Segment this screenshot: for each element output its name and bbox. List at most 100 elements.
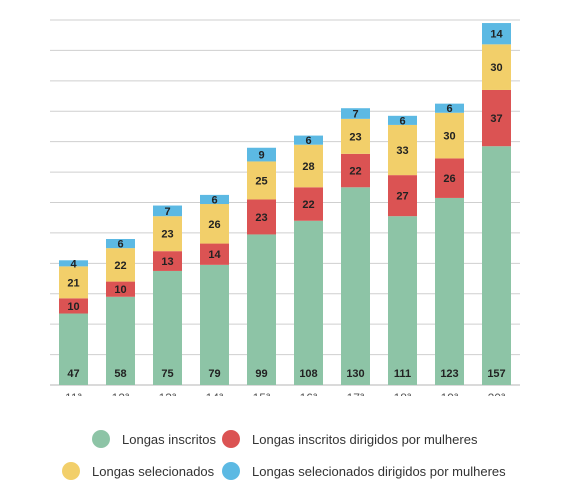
data-label-3-1: 6 (117, 239, 123, 251)
bar-segment-0-9 (482, 146, 511, 385)
bar-segment-2-7 (388, 124, 417, 176)
data-label-1-1: 10 (114, 284, 126, 296)
bar-segment-3-3 (200, 194, 229, 205)
bar-segment-1-4 (247, 199, 276, 235)
bar-segment-1-9 (482, 89, 511, 147)
bar-segment-0-1 (106, 296, 135, 385)
bar-segment-2-6 (341, 118, 370, 154)
x-tick-label: 16ª (300, 391, 318, 396)
bar-segment-1-0 (59, 298, 88, 314)
data-label-3-7: 6 (399, 115, 405, 127)
data-label-1-6: 22 (349, 166, 361, 178)
data-label-0-7: 111 (394, 368, 411, 380)
legend-label-longas-selecionados: Longas selecionados (92, 463, 215, 479)
x-tick-label: 19ª (441, 391, 459, 396)
x-tick-label: 18ª (394, 391, 412, 396)
data-label-0-2: 75 (161, 368, 173, 380)
data-label-1-9: 37 (490, 113, 502, 125)
bar-segment-2-2 (153, 216, 182, 252)
bar-segment-2-8 (435, 112, 464, 159)
bar-segment-1-3 (200, 243, 229, 265)
data-label-1-4: 23 (255, 212, 267, 224)
bar-segment-0-6 (341, 187, 370, 385)
bars: 47 10 21 4 58 10 22 6 75 13 23 7 79 14 26 6 99 23 25 9 108 22… (59, 23, 511, 385)
legend-label-longas-inscritos-mulheres: Longas inscritos dirigidos por mulheres (252, 431, 478, 447)
data-label-0-9: 157 (487, 368, 505, 380)
data-label-1-8: 26 (443, 173, 455, 185)
bar-segment-2-5 (294, 144, 323, 188)
data-label-0-6: 130 (346, 368, 364, 380)
bar-segment-1-2 (153, 251, 182, 271)
bar-segment-1-7 (388, 175, 417, 217)
x-tick-label: 11ª (65, 391, 82, 396)
bar-segment-3-7 (388, 115, 417, 125)
data-label-3-5: 6 (305, 135, 311, 147)
data-label-0-5: 108 (299, 368, 317, 380)
legend-item-longas-inscritos-mulheres: Longas inscritos dirigidos por mulheres (222, 430, 477, 448)
legend-label-longas-selecionados-mulheres: Longas selecionados dirigidos por mulher… (252, 463, 506, 479)
data-label-2-4: 25 (255, 175, 267, 187)
bar-segment-3-1 (106, 239, 135, 249)
data-label-1-7: 27 (396, 191, 408, 203)
data-label-3-2: 7 (164, 206, 170, 218)
legend-item-longas-selecionados-mulheres: Longas selecionados dirigidos por mulher… (222, 462, 506, 480)
data-label-2-7: 33 (396, 145, 408, 157)
data-label-3-4: 9 (258, 150, 264, 162)
x-axis-ticks: 11ª 12ª 13ª 14ª 15ª 16ª 17ª 18ª 19ª 20ª (65, 391, 506, 396)
data-label-3-3: 6 (211, 194, 217, 206)
data-label-1-2: 13 (161, 256, 173, 268)
data-label-1-5: 22 (302, 199, 314, 211)
stacked-bar-chart: 47 10 21 4 58 10 22 6 75 13 23 7 79 14 26 6 99 23 25 9 108 22… (50, 19, 520, 396)
bar-segment-3-9 (482, 23, 511, 45)
legend-swatch-longas-inscritos-mulheres (222, 430, 240, 448)
bar-segment-3-0 (59, 260, 88, 267)
data-label-2-2: 23 (161, 229, 173, 241)
bar-segment-0-4 (247, 234, 276, 385)
data-label-2-9: 30 (490, 62, 502, 74)
data-label-2-6: 23 (349, 131, 361, 143)
data-label-3-8: 6 (446, 103, 452, 115)
legend-label-longas-inscritos: Longas inscritos (122, 431, 216, 447)
legend-swatch-longas-selecionados (62, 462, 80, 480)
bar-segment-3-2 (153, 205, 182, 217)
bar-segment-2-3 (200, 204, 229, 244)
bar-segment-1-5 (294, 187, 323, 221)
data-label-0-1: 58 (114, 368, 126, 380)
x-tick-label: 17ª (347, 391, 365, 396)
data-label-2-0: 21 (67, 277, 79, 289)
data-label-0-3: 79 (208, 368, 220, 380)
data-label-3-6: 7 (352, 109, 358, 121)
legend-item-longas-selecionados: Longas selecionados (62, 462, 214, 480)
data-label-0-0: 47 (67, 368, 79, 380)
bar-segment-1-8 (435, 158, 464, 198)
data-label-1-3: 14 (208, 249, 221, 261)
bar-segment-0-8 (435, 197, 464, 385)
bar-segment-3-4 (247, 147, 276, 162)
bar-segment-2-0 (59, 266, 88, 299)
x-tick-label: 14ª (206, 391, 224, 396)
bar-segment-1-6 (341, 153, 370, 188)
bar-segment-3-6 (341, 108, 370, 119)
data-label-1-0: 10 (67, 301, 79, 313)
x-tick-label: 15ª (253, 391, 271, 396)
bar-segment-0-3 (200, 264, 229, 385)
bar-segment-0-0 (59, 313, 88, 385)
data-label-3-9: 14 (490, 29, 503, 41)
legend-item-longas-inscritos: Longas inscritos (92, 430, 216, 448)
data-label-2-8: 30 (443, 131, 455, 143)
data-label-2-5: 28 (302, 161, 314, 173)
data-label-2-3: 26 (208, 219, 220, 231)
x-tick-label: 13ª (159, 391, 177, 396)
data-label-3-0: 4 (70, 258, 77, 270)
legend-swatch-longas-selecionados-mulheres (222, 462, 240, 480)
bar-segment-2-4 (247, 161, 276, 200)
bar-segment-0-2 (153, 270, 182, 385)
bar-segment-3-5 (294, 135, 323, 145)
bar-segment-2-9 (482, 44, 511, 90)
data-label-2-1: 22 (114, 260, 126, 272)
x-tick-label: 12ª (112, 391, 130, 396)
bar-segment-0-7 (388, 216, 417, 385)
bar-segment-3-8 (435, 103, 464, 113)
bar-segment-1-1 (106, 281, 135, 297)
data-label-0-4: 99 (255, 368, 267, 380)
